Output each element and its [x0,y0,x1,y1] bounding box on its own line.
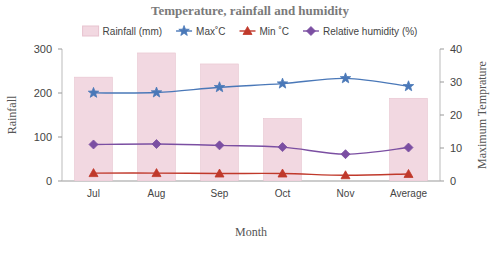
line [94,78,409,93]
marker [151,87,161,97]
y-tick [58,181,62,182]
y-tick-label: 200 [34,87,52,99]
y-tick-label: 100 [34,131,52,143]
marker [340,73,350,83]
legend-label: Relative humidity (%) [323,26,417,37]
y2-tick-label: 30 [450,76,462,88]
marker [404,169,413,177]
y2-tick [440,82,444,83]
bar [264,119,302,181]
y-axis [62,49,63,181]
marker [278,143,287,152]
marker [214,82,224,92]
marker [89,140,98,149]
x-axis-title: Month [235,225,267,239]
x-axis [62,181,440,182]
x-tick-label: Jul [87,188,100,199]
x-tick-label: Sep [211,188,229,199]
y-tick-label: 300 [34,43,52,55]
y-tick [58,137,62,138]
y2-tick-label: 0 [450,175,456,187]
legend-item: Min ˚C [240,26,289,37]
chart: Temperature, rainfall and humidity010020… [0,0,500,255]
marker [89,169,98,177]
y2-tick [440,49,444,50]
marker [277,78,287,88]
y2-tick [440,115,444,116]
line [94,173,409,175]
legend-item: Max˚C [176,26,225,38]
y-axis-title: Rainfall [5,95,19,134]
y2-tick-label: 40 [450,43,462,55]
bar [138,53,176,181]
y2-tick-label: 20 [450,109,462,121]
marker [341,171,350,179]
legend-label: Rainfall (mm) [103,26,162,37]
plot-area [75,53,428,181]
marker [88,87,98,97]
legend-label: Min ˚C [260,26,289,37]
y-tick [58,93,62,94]
legend-item: Relative humidity (%) [303,26,417,37]
x-tick-label: Oct [275,188,291,199]
marker [341,150,350,159]
bar [327,181,365,182]
y2-tick [440,148,444,149]
marker [404,143,413,152]
marker [152,169,161,177]
marker [215,141,224,150]
legend-marker [243,27,252,35]
x-tick-label: Aug [148,188,166,199]
x-tick-label: Nov [337,188,355,199]
marker [215,169,224,177]
marker [403,81,413,91]
y-tick [58,49,62,50]
line [94,144,409,154]
bar [390,98,428,181]
legend-label: Max˚C [196,26,225,37]
bar [201,64,239,181]
y-tick-label: 0 [46,175,52,187]
legend-swatch [83,26,99,36]
y2-tick [440,181,444,182]
legend: Rainfall (mm) Max˚C Min ˚C Relative humidit… [83,26,418,38]
x-tick-label: Average [390,188,428,199]
legend-marker [306,27,315,36]
legend-marker [179,26,189,36]
marker [278,169,287,177]
y2-axis-title: Maximum Temprature [475,61,489,169]
marker [152,140,161,149]
title: Temperature, rainfall and humidity [151,3,349,18]
legend-item: Rainfall (mm) [83,26,162,37]
y2-tick-label: 10 [450,142,462,154]
